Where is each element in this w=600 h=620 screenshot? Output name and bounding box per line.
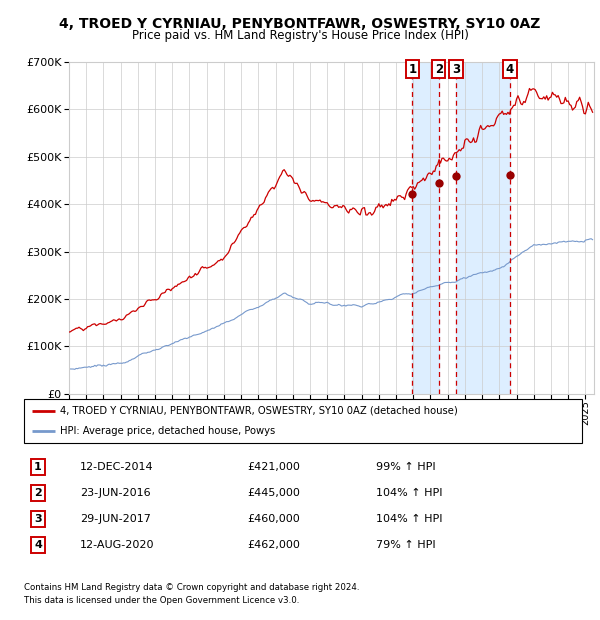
Bar bbox=[456, 62, 510, 394]
FancyBboxPatch shape bbox=[24, 399, 582, 443]
Text: £421,000: £421,000 bbox=[247, 462, 300, 472]
Text: 104% ↑ HPI: 104% ↑ HPI bbox=[376, 514, 442, 524]
Text: 4, TROED Y CYRNIAU, PENYBONTFAWR, OSWESTRY, SY10 0AZ: 4, TROED Y CYRNIAU, PENYBONTFAWR, OSWEST… bbox=[59, 17, 541, 30]
Text: 1: 1 bbox=[34, 462, 42, 472]
Text: 12-DEC-2014: 12-DEC-2014 bbox=[80, 462, 154, 472]
Text: 3: 3 bbox=[452, 63, 460, 76]
Text: Contains HM Land Registry data © Crown copyright and database right 2024.: Contains HM Land Registry data © Crown c… bbox=[24, 583, 359, 592]
Text: 2: 2 bbox=[34, 488, 42, 498]
Text: 2: 2 bbox=[434, 63, 443, 76]
Text: 99% ↑ HPI: 99% ↑ HPI bbox=[376, 462, 435, 472]
Text: 4: 4 bbox=[506, 63, 514, 76]
Text: £462,000: £462,000 bbox=[247, 540, 300, 550]
Text: 29-JUN-2017: 29-JUN-2017 bbox=[80, 514, 151, 524]
Text: 3: 3 bbox=[34, 514, 42, 524]
Text: 4, TROED Y CYRNIAU, PENYBONTFAWR, OSWESTRY, SY10 0AZ (detached house): 4, TROED Y CYRNIAU, PENYBONTFAWR, OSWEST… bbox=[60, 405, 458, 416]
Text: HPI: Average price, detached house, Powys: HPI: Average price, detached house, Powy… bbox=[60, 426, 275, 436]
Text: 79% ↑ HPI: 79% ↑ HPI bbox=[376, 540, 435, 550]
Text: 1: 1 bbox=[409, 63, 416, 76]
Text: £445,000: £445,000 bbox=[247, 488, 300, 498]
Text: 4: 4 bbox=[34, 540, 42, 550]
Text: 104% ↑ HPI: 104% ↑ HPI bbox=[376, 488, 442, 498]
Text: 12-AUG-2020: 12-AUG-2020 bbox=[80, 540, 154, 550]
Bar bbox=[412, 62, 439, 394]
Text: Price paid vs. HM Land Registry's House Price Index (HPI): Price paid vs. HM Land Registry's House … bbox=[131, 30, 469, 42]
Text: 23-JUN-2016: 23-JUN-2016 bbox=[80, 488, 151, 498]
Text: £460,000: £460,000 bbox=[247, 514, 300, 524]
Text: This data is licensed under the Open Government Licence v3.0.: This data is licensed under the Open Gov… bbox=[24, 596, 299, 604]
